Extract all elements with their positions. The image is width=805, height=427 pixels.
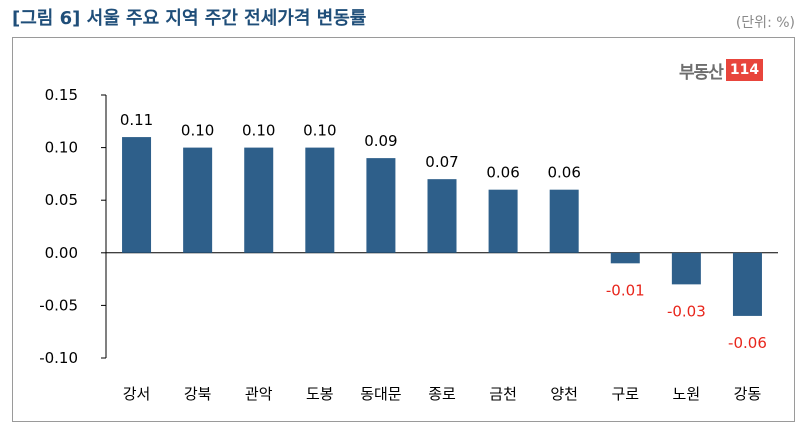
x-tick-label: 노원 xyxy=(673,385,701,403)
bar xyxy=(427,179,457,253)
x-tick-label: 양천 xyxy=(550,385,578,403)
bar xyxy=(183,147,213,253)
data-label: 0.10 xyxy=(181,122,214,140)
bar xyxy=(244,147,274,253)
bar xyxy=(549,189,579,253)
brand-logo: 부동산 114 xyxy=(679,58,764,83)
y-tick-label: -0.10 xyxy=(39,349,78,367)
data-label: 0.06 xyxy=(486,164,519,182)
x-tick-label: 강동 xyxy=(734,385,762,403)
y-tick-label: 0.15 xyxy=(45,86,78,104)
data-label: 0.10 xyxy=(242,122,275,140)
data-label: 0.11 xyxy=(120,111,153,129)
data-label: 0.06 xyxy=(547,164,580,182)
bar xyxy=(122,137,152,253)
x-tick-label: 강북 xyxy=(184,385,212,403)
bar xyxy=(610,252,640,264)
bar xyxy=(305,147,335,253)
x-tick-label: 금천 xyxy=(489,385,517,403)
data-label: -0.01 xyxy=(606,281,645,299)
chart-title: [그림 6] 서울 주요 지역 주간 전세가격 변동률 xyxy=(12,8,367,29)
y-tick-label: -0.05 xyxy=(39,296,78,314)
logo-text: 부동산 xyxy=(679,62,724,83)
data-label: -0.03 xyxy=(667,302,706,320)
logo-badge: 114 xyxy=(725,59,764,81)
data-label: 0.10 xyxy=(303,122,336,140)
bar xyxy=(366,158,396,253)
data-label: 0.09 xyxy=(364,132,397,150)
bar xyxy=(732,252,762,316)
bar xyxy=(488,189,518,253)
x-tick-label: 강서 xyxy=(123,385,151,403)
x-tick-label: 관악 xyxy=(245,385,273,403)
x-tick-label: 종로 xyxy=(428,385,456,403)
data-label: 0.07 xyxy=(425,153,458,171)
x-tick-label: 도봉 xyxy=(306,385,334,403)
x-tick-label: 동대문 xyxy=(360,385,402,403)
y-tick-label: 0.00 xyxy=(45,244,78,262)
y-tick-label: 0.10 xyxy=(45,139,78,157)
unit-label: (단위: %) xyxy=(735,15,795,31)
bar xyxy=(671,252,701,285)
data-label: -0.06 xyxy=(728,334,767,352)
y-tick-label: 0.05 xyxy=(45,191,78,209)
x-tick-label: 구로 xyxy=(611,385,639,403)
chart-frame xyxy=(12,37,795,422)
